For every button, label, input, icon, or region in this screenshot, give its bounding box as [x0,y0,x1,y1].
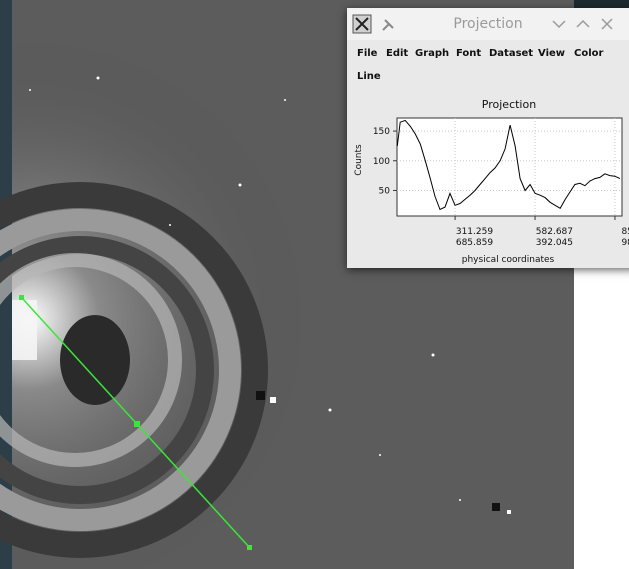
x-tick-label: 311.259 685.859 [455,227,494,248]
x-tick-label: 854.11 98.231 [621,227,629,248]
projection-region[interactable] [19,295,252,550]
projection-window: Projection File Edit Graph Font Dataset View C… [347,8,629,268]
x-tick-label: 582.687 392.045 [535,227,574,248]
y-tick-label: 100 [373,157,390,167]
y-axis-label: Counts [354,144,364,176]
chart-title: Projection [482,98,536,111]
plot-area [396,117,623,217]
menu-item[interactable]: Edit [386,48,409,59]
menu-item[interactable]: View [538,48,566,59]
menu-item[interactable]: Color [574,48,604,59]
chart: Projection Counts physical coordinates 50 10… [347,90,629,268]
title-icons [352,14,613,34]
x-axis-label: physical coordinates [462,255,555,265]
title-bar: Projection [347,8,629,40]
window-title: Projection [453,16,523,32]
maximize-button[interactable] [576,19,590,28]
minimize-button[interactable] [552,20,566,29]
menu-item[interactable]: File [357,48,378,59]
menu-item[interactable]: Line [357,71,381,82]
close-button[interactable] [601,18,613,30]
menu-item[interactable]: Graph [415,48,450,59]
menu-item[interactable]: Font [456,48,482,59]
app-icon-glyph [355,17,369,31]
pin-button[interactable] [382,19,394,31]
data-line [396,119,621,211]
menu-item[interactable]: Dataset [489,48,534,59]
y-tick-label: 50 [379,186,391,196]
y-tick-label: 150 [373,127,390,137]
